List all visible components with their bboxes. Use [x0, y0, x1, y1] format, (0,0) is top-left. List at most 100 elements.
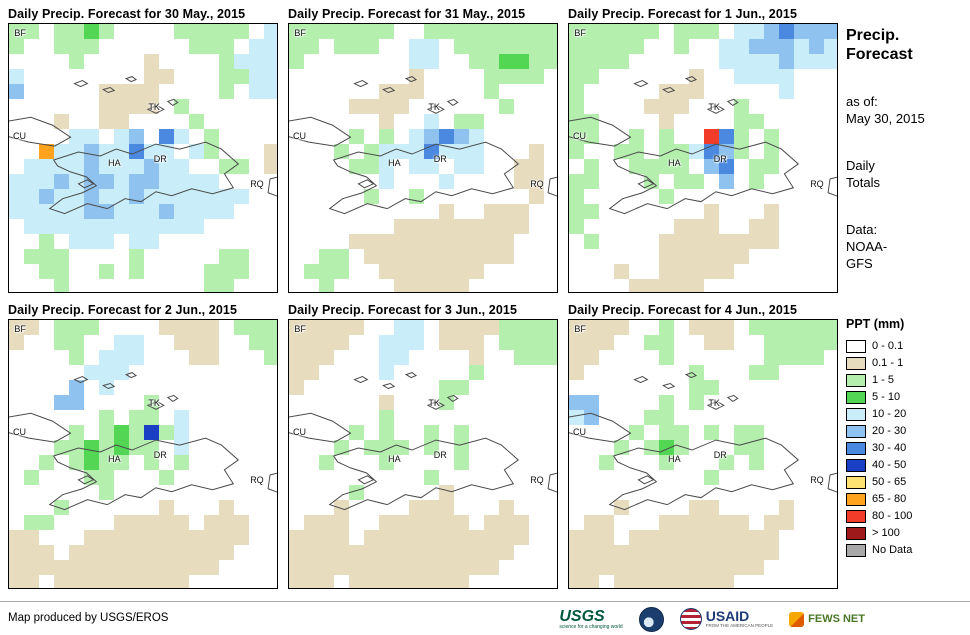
data-source-line1: NOAA-: [846, 238, 888, 254]
precip-cell: [24, 500, 39, 515]
precip-cell: [249, 350, 264, 365]
precip-cell: [189, 575, 204, 588]
precip-cell: [779, 54, 794, 69]
precip-cell: [644, 410, 659, 425]
precip-cell: [749, 320, 764, 335]
precip-cell: [409, 129, 424, 144]
precip-cell: [39, 515, 54, 530]
precip-cell: [304, 335, 319, 350]
data-source-label: Data:: [846, 221, 878, 237]
precip-cell: [674, 410, 689, 425]
precip-cell: [334, 485, 349, 500]
precip-cell: [84, 84, 99, 99]
precip-cell: [159, 575, 174, 588]
precip-cell: [614, 264, 629, 279]
precip-cell: [69, 114, 84, 129]
precip-cell: [159, 500, 174, 515]
precip-cell: [454, 575, 469, 588]
legend-item: 20 - 30: [846, 423, 966, 440]
precip-cell: [544, 249, 557, 264]
precip-cell: [174, 249, 189, 264]
precip-cell: [749, 159, 764, 174]
precip-cell: [544, 515, 557, 530]
precip-cell: [234, 530, 249, 545]
precip-cell: [514, 279, 529, 292]
footer: Map produced by USGS/EROS USGS science f…: [0, 601, 970, 635]
precip-cell: [544, 575, 557, 588]
precip-cell: [599, 320, 614, 335]
precip-cell: [234, 575, 249, 588]
precip-cell: [424, 545, 439, 560]
precip-cell: [614, 144, 629, 159]
precip-cell: [674, 189, 689, 204]
precip-cell: [584, 350, 599, 365]
region-labels: BF CU TK HA DR RQ: [289, 320, 557, 588]
precip-cell: [304, 39, 319, 54]
precip-cell: [674, 54, 689, 69]
precip-cell: [99, 485, 114, 500]
precip-grid: [289, 320, 557, 588]
precip-cell: [379, 455, 394, 470]
precip-cell: [569, 24, 584, 39]
panel-title: Daily Precip. Forecast for 3 Jun., 2015: [288, 303, 517, 317]
precip-cell: [234, 425, 249, 440]
precip-cell: [689, 279, 704, 292]
legend-label: No Data: [872, 544, 913, 557]
precip-cell: [159, 470, 174, 485]
precip-cell: [689, 560, 704, 575]
precip-cell: [334, 545, 349, 560]
precip-cell: [544, 264, 557, 279]
precip-cell: [529, 500, 544, 515]
precip-cell: [9, 575, 24, 588]
precip-cell: [674, 530, 689, 545]
precip-cell: [779, 575, 794, 588]
precip-cell: [319, 335, 334, 350]
precip-cell: [129, 440, 144, 455]
precip-cell: [469, 425, 484, 440]
legend-swatch: [846, 390, 866, 404]
precip-cell: [219, 485, 234, 500]
precip-cell: [69, 249, 84, 264]
precip-cell: [644, 350, 659, 365]
region-label-bf: BF: [14, 28, 26, 39]
precip-cell: [219, 350, 234, 365]
precip-cell: [234, 500, 249, 515]
precip-cell: [529, 395, 544, 410]
precip-cell: [824, 279, 837, 292]
precip-cell: [719, 69, 734, 84]
precip-cell: [794, 204, 809, 219]
precip-cell: [204, 350, 219, 365]
precip-cell: [454, 69, 469, 84]
precip-cell: [174, 575, 189, 588]
precip-cell: [334, 365, 349, 380]
precip-cell: [249, 320, 264, 335]
precip-cell: [499, 530, 514, 545]
precip-cell: [349, 380, 364, 395]
region-labels: BF CU TK HA DR RQ: [289, 24, 557, 292]
precip-cell: [304, 189, 319, 204]
precip-cell: [674, 174, 689, 189]
precip-cell: [734, 515, 749, 530]
precip-cell: [144, 54, 159, 69]
precip-cell: [219, 114, 234, 129]
precip-cell: [719, 350, 734, 365]
precip-cell: [719, 440, 734, 455]
precip-cell: [114, 515, 129, 530]
precip-cell: [24, 54, 39, 69]
precip-cell: [249, 24, 264, 39]
precip-cell: [499, 545, 514, 560]
precip-cell: [334, 320, 349, 335]
precip-cell: [289, 159, 304, 174]
precip-cell: [644, 575, 659, 588]
precip-cell: [379, 530, 394, 545]
precip-cell: [289, 39, 304, 54]
precip-cell: [454, 39, 469, 54]
precip-cell: [319, 365, 334, 380]
precip-cell: [824, 129, 837, 144]
precip-cell: [644, 264, 659, 279]
precip-cell: [174, 515, 189, 530]
precip-cell: [39, 350, 54, 365]
precip-cell: [84, 455, 99, 470]
precip-cell: [249, 54, 264, 69]
